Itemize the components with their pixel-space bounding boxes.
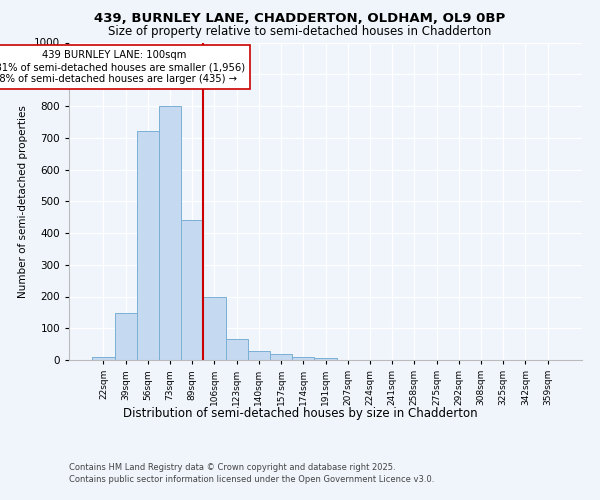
Text: Contains HM Land Registry data © Crown copyright and database right 2025.: Contains HM Land Registry data © Crown c… [69, 462, 395, 471]
Text: Contains public sector information licensed under the Open Government Licence v3: Contains public sector information licen… [69, 475, 434, 484]
Bar [115, 314, 137, 360]
Bar [181, 220, 203, 360]
Bar [203, 296, 226, 360]
Bar [248, 351, 270, 360]
Text: 439, BURNLEY LANE, CHADDERTON, OLDHAM, OL9 0BP: 439, BURNLEY LANE, CHADDERTON, OLDHAM, O… [94, 12, 506, 26]
Bar [226, 340, 248, 360]
Text: Size of property relative to semi-detached houses in Chadderton: Size of property relative to semi-detach… [109, 25, 491, 38]
Bar [92, 358, 115, 360]
Bar [292, 357, 314, 360]
Text: 439 BURNLEY LANE: 100sqm
← 81% of semi-detached houses are smaller (1,956)
18% o: 439 BURNLEY LANE: 100sqm ← 81% of semi-d… [0, 50, 245, 84]
Y-axis label: Number of semi-detached properties: Number of semi-detached properties [18, 105, 28, 298]
Bar [314, 358, 337, 360]
Bar [270, 354, 292, 360]
Bar [137, 132, 159, 360]
Text: Distribution of semi-detached houses by size in Chadderton: Distribution of semi-detached houses by … [122, 408, 478, 420]
Bar [159, 106, 181, 360]
